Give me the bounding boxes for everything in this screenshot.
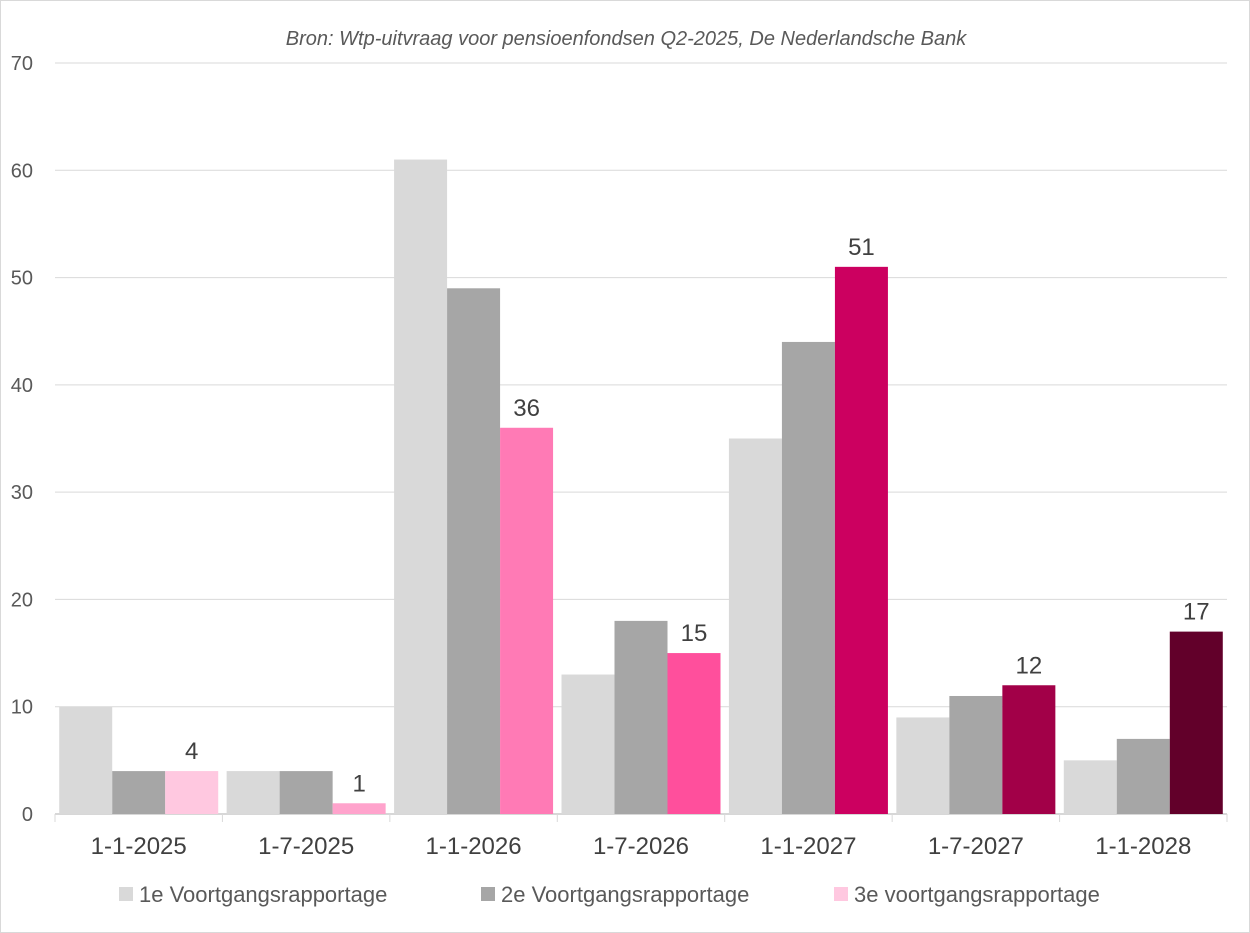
legend-label: 1e Voortgangsrapportage — [139, 882, 387, 907]
bar — [1169, 631, 1223, 814]
bar — [447, 288, 501, 814]
y-tick-label: 20 — [11, 589, 33, 611]
bar — [667, 653, 721, 814]
data-label: 12 — [1016, 652, 1043, 679]
x-tick-label: 1-1-2025 — [91, 833, 187, 860]
y-tick-label: 30 — [11, 482, 33, 504]
x-tick-label: 1-1-2028 — [1095, 833, 1191, 860]
x-axis: 1-1-2025 1-7-2025 1-1-2026 1-7-2026 1-1-2027… — [54, 814, 1228, 860]
x-tick-label: 1-7-2025 — [258, 833, 354, 860]
chart-subtitle: Bron: Wtp-uitvraag voor pensioenfondsen … — [286, 28, 967, 50]
data-label: 51 — [848, 234, 875, 261]
legend-swatch — [834, 887, 848, 901]
legend-swatch — [481, 887, 495, 901]
bar — [614, 620, 668, 814]
bar — [165, 771, 219, 814]
data-labels: 4 1 36 15 51 12 17 — [185, 234, 1210, 797]
legend-swatch — [119, 887, 133, 901]
x-tick-label: 1-1-2026 — [426, 833, 522, 860]
data-label: 4 — [185, 738, 198, 765]
bar — [226, 771, 280, 814]
bar — [561, 674, 615, 814]
bar — [59, 706, 113, 814]
legend-label: 2e Voortgangsrapportage — [501, 882, 749, 907]
y-tick-label: 50 — [11, 268, 33, 290]
bar — [949, 695, 1003, 814]
bar — [834, 266, 888, 814]
bar — [728, 438, 782, 814]
y-axis: 0 10 20 30 40 50 60 70 — [11, 53, 33, 826]
data-label: 17 — [1183, 599, 1210, 626]
bar — [1002, 685, 1056, 814]
bar — [500, 427, 554, 814]
y-tick-label: 10 — [11, 697, 33, 719]
data-label: 36 — [513, 395, 540, 422]
legend-label: 3e voortgangsrapportage — [854, 882, 1100, 907]
data-label: 1 — [352, 770, 365, 797]
y-tick-label: 0 — [22, 804, 33, 826]
bar — [1116, 738, 1170, 814]
x-tick-label: 1-7-2027 — [928, 833, 1024, 860]
data-label: 15 — [681, 620, 708, 647]
bar — [896, 717, 950, 814]
x-tick-label: 1-1-2027 — [760, 833, 856, 860]
y-tick-label: 40 — [11, 375, 33, 397]
bar — [279, 771, 333, 814]
x-tick-label: 1-7-2026 — [593, 833, 689, 860]
bars — [59, 159, 1223, 815]
y-tick-label: 70 — [11, 53, 33, 75]
legend: 1e Voortgangsrapportage 2e Voortgangsrapp… — [119, 882, 1100, 907]
bar — [1063, 760, 1117, 814]
y-tick-label: 60 — [11, 160, 33, 182]
bar — [112, 771, 166, 814]
bar — [394, 159, 448, 815]
bar — [332, 803, 386, 814]
bar — [781, 341, 835, 814]
